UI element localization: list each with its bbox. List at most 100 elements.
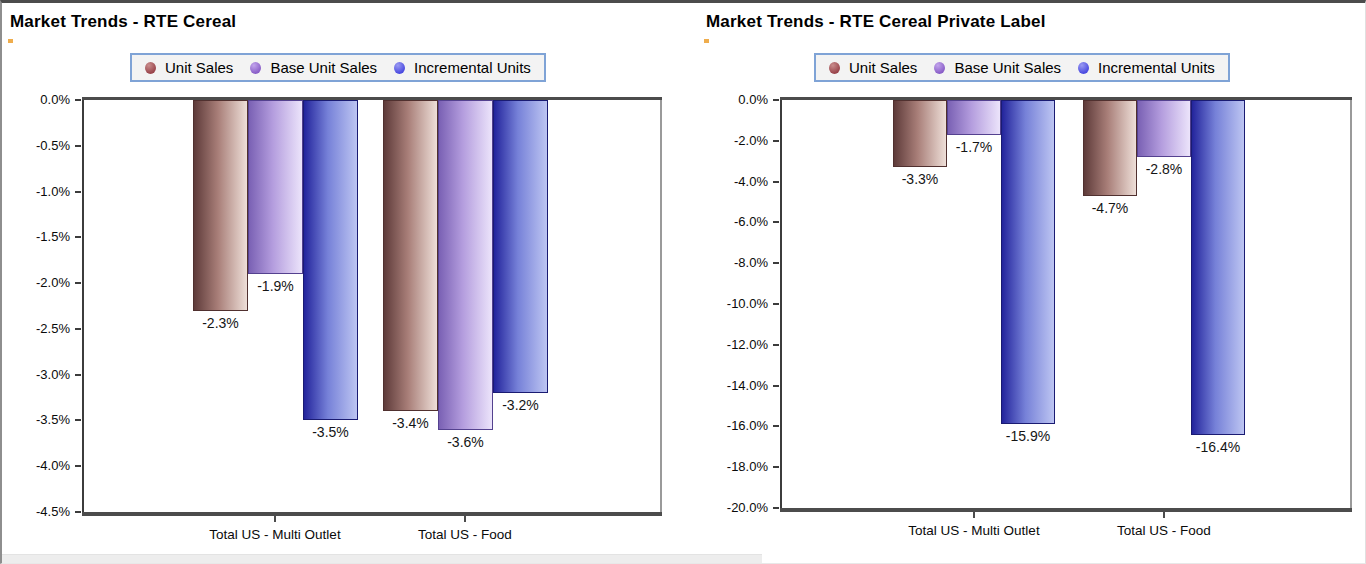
bar-base-unit-sales [947,100,1001,135]
y-axis-tick-label: 0.0% [12,92,70,107]
report-page: Market Trends - RTE Cereal Unit Sales Bas… [0,0,1366,564]
cell-marker-icon [704,39,709,43]
y-axis-tick-mark [75,511,81,513]
legend-dot-icon [1078,62,1089,74]
y-axis-tick-label: -1.0% [12,184,70,199]
y-axis-line [82,100,84,512]
y-axis-tick-label: -8.0% [710,255,768,270]
bottom-gray-strip [2,554,762,563]
y-axis-tick-mark [75,419,81,421]
zero-axis-line [82,97,662,100]
y-axis-tick-label: -16.0% [710,418,768,433]
plot-area: -3.3%-4.7%-1.7%-2.8%-15.9%-16.4% [782,100,1350,508]
y-axis-tick-label: -2.0% [12,275,70,290]
legend-item: Incremental Units [1078,59,1215,76]
bar-value-label: -4.7% [1065,200,1155,216]
bar-value-label: -3.3% [875,171,965,187]
bar-value-label: -3.5% [286,424,376,440]
legend-item-label: Unit Sales [165,59,233,76]
bar-unit-sales [1083,100,1137,196]
legend-item: Base Unit Sales [250,59,377,76]
bar-unit-sales [383,100,438,411]
y-axis-tick-label: -18.0% [710,459,768,474]
legend-item-label: Unit Sales [849,59,917,76]
bar-base-unit-sales [248,100,303,274]
y-axis-tick-label: -4.5% [12,504,70,519]
chart-title: Market Trends - RTE Cereal [10,12,236,32]
legend-item: Base Unit Sales [934,59,1061,76]
y-axis-tick-mark [773,425,779,427]
bar-incremental-units [1001,100,1055,424]
y-axis-tick-label: -6.0% [710,214,768,229]
y-axis-tick-label: -12.0% [710,337,768,352]
y-axis-tick-mark [773,466,779,468]
y-axis-tick-mark [75,374,81,376]
y-axis-line [780,100,782,508]
y-axis-tick-mark [75,328,81,330]
y-axis-tick-label: -2.5% [12,321,70,336]
bar-incremental-units [493,100,548,393]
y-axis-tick-mark [75,465,81,467]
y-axis-tick-mark [773,303,779,305]
legend-item: Incremental Units [394,59,531,76]
bar-value-label: -15.9% [983,428,1073,444]
bar-value-label: -3.6% [421,434,511,450]
bar-unit-sales [893,100,947,167]
y-axis-tick-mark [773,221,779,223]
y-axis-tick-mark [773,262,779,264]
legend-item-label: Base Unit Sales [270,59,377,76]
y-axis-tick-mark [773,99,779,101]
y-axis-tick-label: -0.5% [12,138,70,153]
chart-legend: Unit Sales Base Unit Sales Incremental Uni… [130,53,546,82]
y-axis-tick-mark [75,99,81,101]
cell-marker-icon [8,39,13,43]
legend-item: Unit Sales [829,59,917,76]
bar-value-label: -16.4% [1173,439,1263,455]
bar-incremental-units [1191,100,1245,435]
chart-title: Market Trends - RTE Cereal Private Label [706,12,1046,32]
plot-area: -2.3%-3.4%-1.9%-3.6%-3.5%-3.2% [84,100,660,512]
y-axis-tick-label: -4.0% [710,174,768,189]
chart-rte-cereal: Market Trends - RTE Cereal Unit Sales Bas… [2,3,692,564]
plot-right-border [660,100,662,512]
legend-item-label: Base Unit Sales [954,59,1061,76]
y-axis-tick-label: -14.0% [710,378,768,393]
y-axis-tick-label: 0.0% [710,92,768,107]
y-axis-tick-label: -10.0% [710,296,768,311]
legend-item-label: Incremental Units [414,59,531,76]
legend-dot-icon [829,62,840,74]
legend-dot-icon [145,62,156,74]
y-axis-tick-mark [773,140,779,142]
x-axis-line [82,512,662,516]
y-axis-tick-label: -1.5% [12,229,70,244]
bar-base-unit-sales [438,100,493,430]
bar-base-unit-sales [1137,100,1191,157]
bar-value-label: -2.3% [176,315,266,331]
y-axis-tick-label: -4.0% [12,458,70,473]
zero-axis-line [780,97,1352,100]
y-axis-tick-mark [75,282,81,284]
y-axis-tick-mark [75,191,81,193]
x-axis-tick-mark [973,512,975,518]
plot-right-border [1350,100,1352,508]
x-axis-tick-mark [464,516,466,522]
bar-value-label: -3.2% [476,397,566,413]
y-axis-tick-mark [773,385,779,387]
x-axis-category-label: Total US - Food [1049,523,1279,538]
legend-dot-icon [394,62,405,74]
y-axis-tick-mark [773,181,779,183]
bar-incremental-units [303,100,358,420]
y-axis-tick-mark [75,145,81,147]
x-axis-category-label: Total US - Food [350,527,580,542]
y-axis-tick-mark [773,344,779,346]
y-axis-tick-mark [75,236,81,238]
chart-rte-cereal-private-label: Market Trends - RTE Cereal Private Label… [692,3,1366,564]
legend-item: Unit Sales [145,59,233,76]
y-axis-tick-label: -3.0% [12,367,70,382]
x-axis-line [780,508,1352,512]
y-axis-tick-label: -3.5% [12,412,70,427]
legend-item-label: Incremental Units [1098,59,1215,76]
y-axis-tick-label: -2.0% [710,133,768,148]
chart-legend: Unit Sales Base Unit Sales Incremental Uni… [814,53,1230,82]
y-axis-tick-label: -20.0% [710,500,768,515]
